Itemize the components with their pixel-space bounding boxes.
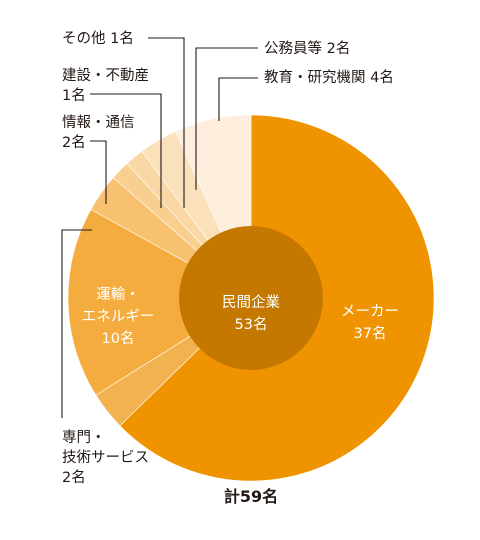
slice-label-komuin-line-1: 公務員等 2名 (264, 39, 350, 57)
leader-line-sonota (148, 37, 185, 208)
slice-label-unyu-line-1: 運輸・ (96, 286, 140, 303)
slice-label-joho-line-2: 2名 (62, 134, 86, 151)
leader-line-kyoiku (218, 77, 258, 121)
leader-line-joho (90, 140, 107, 204)
slice-label-unyu-line-3: 10名 (102, 330, 135, 347)
leader-line-komuin (195, 47, 258, 190)
center-disc (179, 226, 323, 370)
slice-label-senmon-line-2: 技術サービス (62, 449, 149, 466)
slice-label-senmon-line-1: 専門・ (62, 429, 106, 446)
slice-label-senmon-line-3: 2名 (62, 469, 86, 486)
center-label-line-2: 53名 (235, 316, 268, 333)
leader-line-senmon (61, 229, 92, 418)
slice-label-sonota-line-1: その他 1名 (62, 30, 134, 47)
slice-labels: メーカー37名専門・技術サービス2名運輸・エネルギー10名情報・通信2名建設・不… (62, 30, 399, 486)
leader-lines (61, 37, 258, 418)
slice-label-joho-line-1: 情報・通信 (62, 114, 135, 131)
total-label: 計59名 (224, 487, 278, 506)
slice-label-unyu-line-2: エネルギー (82, 308, 155, 325)
slice-label-kyoiku-line-1: 教育・研究機関 4名 (264, 69, 394, 86)
slice-label-kensetsu-line-1: 建設・不動産 (62, 67, 149, 84)
slice-label-kensetsu-line-2: 1名 (62, 87, 86, 104)
center-label-line-1: 民間企業 (222, 293, 280, 311)
pie-slice-unyu (67, 208, 252, 396)
slice-label-maker-line-2: 37名 (354, 325, 387, 342)
slice-label-maker-line-1: メーカー (341, 304, 399, 320)
leader-line-kensetsu (90, 93, 162, 208)
